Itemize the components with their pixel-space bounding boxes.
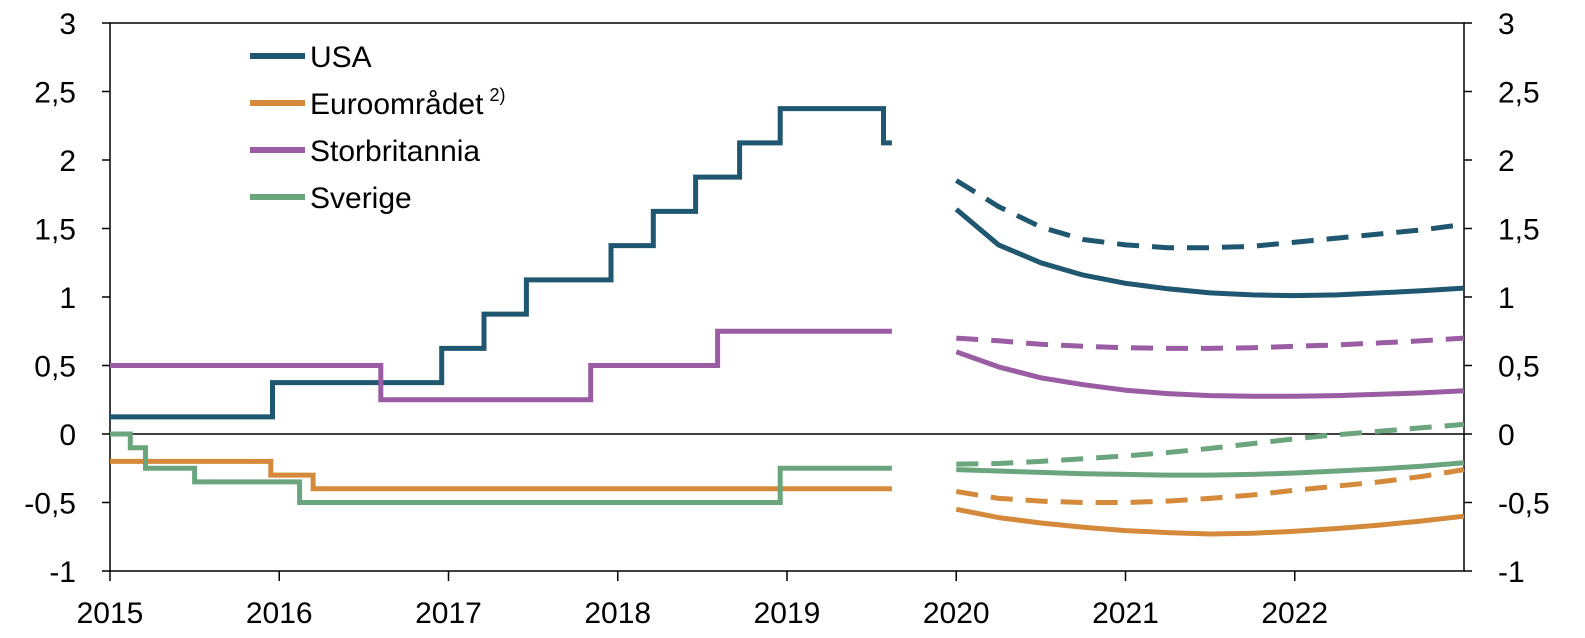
x-tick-label: 2019 [754,597,821,630]
line-euroomr-det-history [110,458,892,492]
line-sverige-history [110,431,892,505]
line-storbritannia-forecast [955,349,1465,399]
y-tick-label-left: 2,5 [34,77,76,110]
legend-label-euroomr-det: Euroområdet [310,88,484,121]
y-tick-label-right: 1,5 [1498,214,1540,247]
legend-label-usa: USA [310,41,372,74]
y-tick-label-left: 0 [59,419,76,452]
x-tick-label: 2021 [1092,597,1159,630]
x-tick-label: 2015 [77,597,144,630]
y-tick-label-left: -1 [49,556,76,589]
line-usa-forecast [954,207,1465,299]
line-sverige-forecast-dashed [956,421,1465,467]
legend: USA Euroområdet 2) Storbritannia Sverige [250,41,505,215]
line-storbritannia-forecast-dashed [956,335,1465,351]
legend-label-sverige: Sverige [310,182,412,215]
line-euroomr-det-forecast-dashed [955,467,1465,505]
x-tick-label: 2017 [415,597,482,630]
y-tick-label-right: 3 [1498,8,1515,41]
y-tick-label-left: 1 [59,282,76,315]
y-tick-label-right: -0,5 [1498,488,1550,521]
line-usa-history [110,106,892,420]
y-tick-label-right: 0,5 [1498,351,1540,384]
y-tick-label-left: 2 [59,145,76,178]
plot-lines [110,106,1465,537]
y-tick-label-right: 0 [1498,419,1515,452]
line-storbritannia-history [110,328,892,403]
x-tick-label: 2016 [246,597,313,630]
y-tick-label-left: 0,5 [34,351,76,384]
y-tick-label-right: -1 [1498,556,1525,589]
axes: 3 32,5 2,52 21,5 1,51 10,5 0,50 0-0,5 -0,5-1 -120… [24,8,1549,630]
line-usa-forecast-dashed [954,178,1465,251]
y-tick-label-left: -0,5 [24,488,76,521]
y-tick-label-left: 3 [59,8,76,41]
line-sverige-forecast [956,460,1465,478]
legend-label-storbritannia: Storbritannia [310,135,480,168]
y-tick-label-right: 2,5 [1498,77,1540,110]
line-euroomr-det-forecast [955,506,1465,537]
y-tick-label-left: 1,5 [34,214,76,247]
legend-superscript-euroomr-det: 2) [489,85,505,105]
y-tick-label-right: 1 [1498,282,1515,315]
x-tick-label: 2022 [1261,597,1328,630]
x-tick-label: 2020 [923,597,990,630]
y-tick-label-right: 2 [1498,145,1515,178]
x-tick-label: 2018 [584,597,651,630]
